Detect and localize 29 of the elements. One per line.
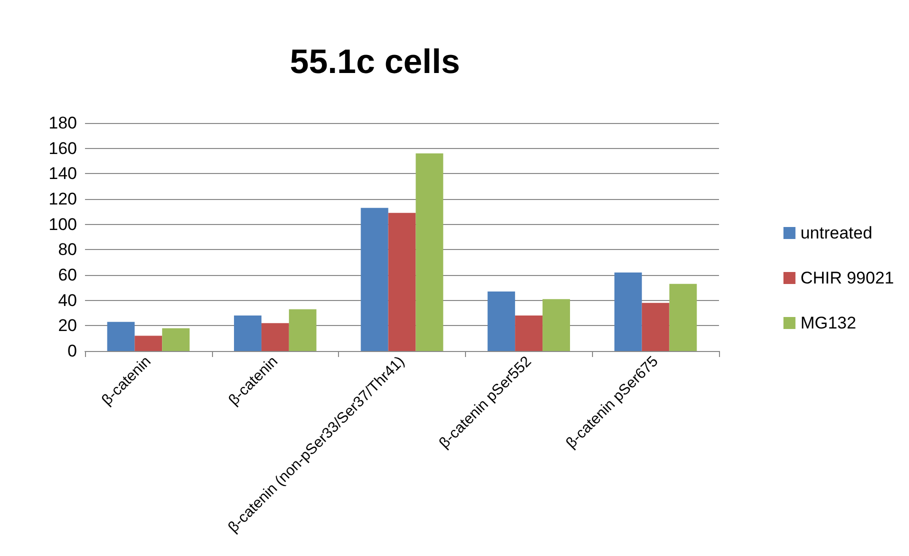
chart-title: 55.1c cells [290,43,460,81]
bar [488,291,516,351]
bar [261,323,289,351]
bar [234,316,262,351]
bar [388,212,416,351]
bar [614,272,642,351]
legend-label: CHIR 99021 [800,268,894,288]
bar [107,322,135,351]
bar [669,284,697,351]
y-tick-label: 120 [48,190,77,208]
y-tick-label: 0 [68,342,77,360]
bar [288,309,316,351]
y-tick-label: 140 [48,164,77,184]
y-tick-label: 160 [48,138,77,158]
bar [162,328,190,351]
legend-label: MG132 [800,314,856,332]
bar [642,302,670,351]
bar [360,208,388,351]
bar [416,153,444,351]
y-tick-label: 20 [58,316,77,336]
bar [542,299,570,351]
y-tick-label: 80 [58,240,77,260]
bar [134,336,162,351]
legend-label: untreated [800,224,872,242]
y-tick-label: 100 [48,214,77,234]
y-tick-label: 60 [58,266,77,284]
y-tick-label: 40 [58,290,77,310]
y-tick-label: 180 [48,114,77,132]
bar [515,316,543,351]
